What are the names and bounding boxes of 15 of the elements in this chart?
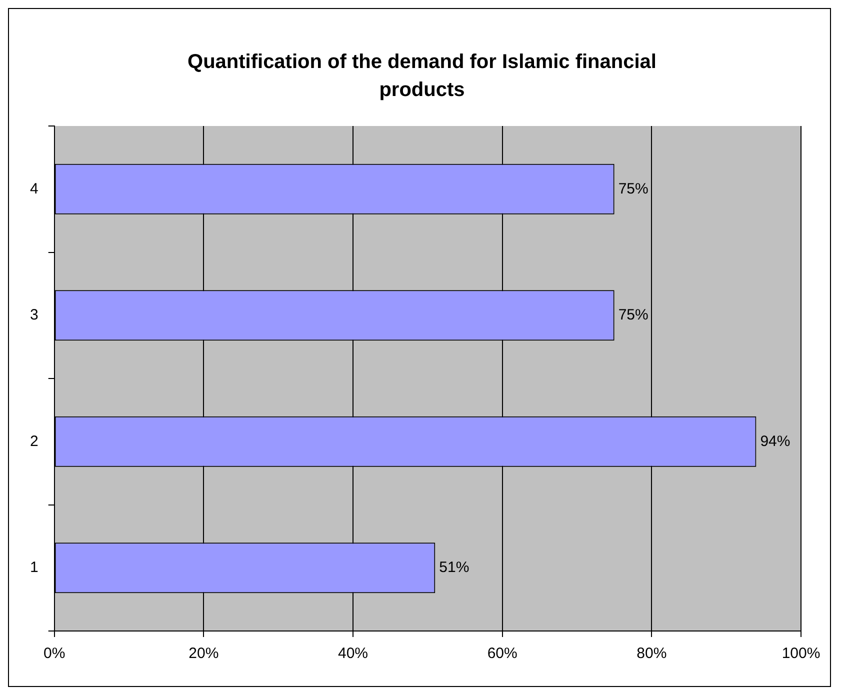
- x-tick-label: 60%: [487, 645, 518, 662]
- data-label: 75%: [618, 306, 648, 324]
- x-tick-label: 80%: [636, 645, 667, 662]
- x-tick-label: 20%: [188, 645, 219, 662]
- y-tick-label: 2: [30, 432, 38, 450]
- x-tick-label: 0%: [44, 645, 66, 662]
- y-tick-label: 3: [30, 306, 38, 324]
- data-label: 94%: [760, 432, 790, 450]
- x-tick-label: 40%: [338, 645, 368, 662]
- chart-title: Quantification of the demand for Islamic financial products: [186, 50, 658, 103]
- data-label: 75%: [618, 180, 648, 198]
- y-tick-label: 1: [30, 559, 38, 576]
- data-label: 51%: [439, 559, 470, 576]
- y-tick-label: 4: [30, 180, 38, 198]
- x-tick-label: 100%: [782, 645, 820, 662]
